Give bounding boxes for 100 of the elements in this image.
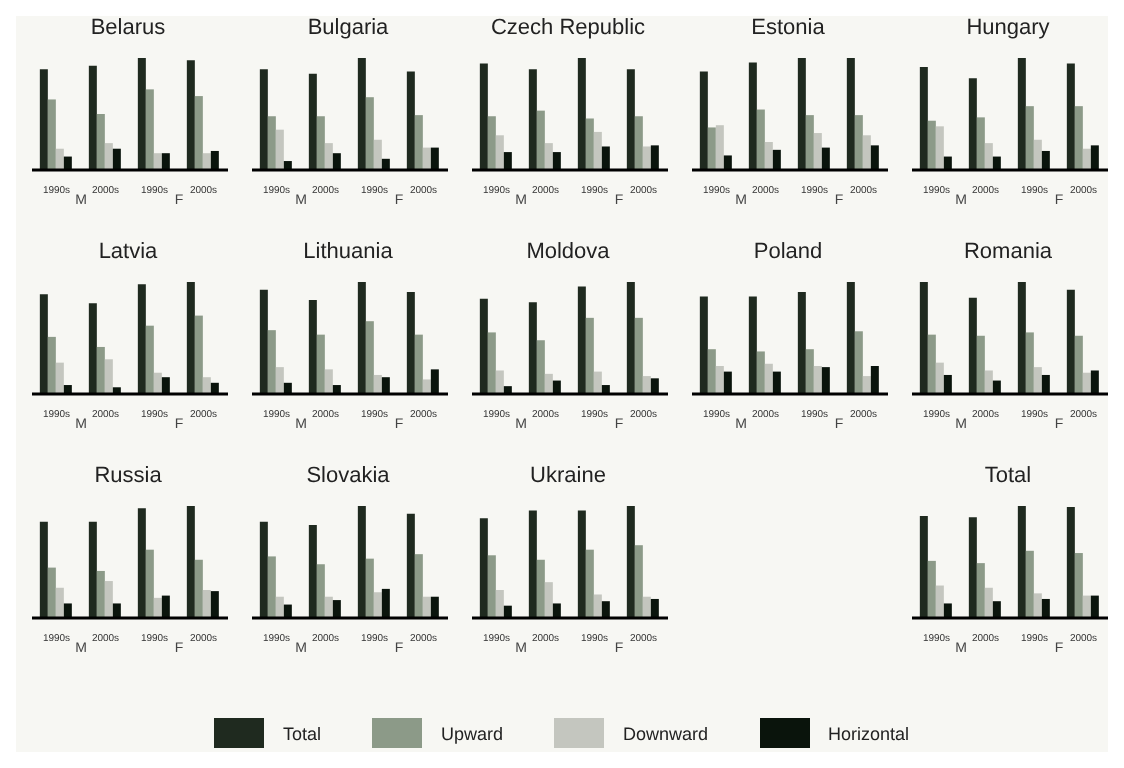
bar [805,115,814,170]
bar [308,73,317,170]
bar [536,559,545,618]
bar [805,349,814,394]
bar [1041,374,1050,394]
bar [153,372,162,394]
bar [422,379,431,394]
bar [544,143,553,170]
chart-title: Total [982,464,1034,492]
bar [984,370,993,394]
bar [943,603,952,618]
bar [1041,150,1050,170]
bar [1066,289,1075,394]
bar [528,302,537,394]
bar [1090,145,1099,170]
bar [593,371,602,394]
bar [194,96,203,170]
bar [650,598,659,618]
chart-title: Hungary [964,16,1052,44]
bar [324,143,333,170]
bar [601,601,610,618]
chart-title: Ukraine [528,464,608,492]
bar [275,129,284,170]
chart-title: Russia [92,464,164,492]
bar [324,369,333,394]
bar [55,362,64,394]
bar [259,521,268,618]
bar [275,367,284,394]
bar [846,282,855,394]
bar [854,331,863,394]
bar [984,143,993,170]
bar [1090,595,1099,618]
legend-label: Upward [440,723,503,743]
bar [1082,595,1091,618]
bar [316,564,325,618]
bar [39,294,48,394]
bar [764,142,773,170]
bar [1074,335,1083,394]
bar [854,115,863,170]
bar [528,510,537,618]
bar [797,58,806,170]
bar [194,315,203,394]
bar [104,143,113,170]
bar [1041,598,1050,618]
bar [96,346,105,394]
bar [47,567,56,618]
bar [422,147,431,170]
bar [772,371,781,394]
bar [642,596,651,618]
bar [1017,58,1026,170]
bar [870,145,879,170]
bar [577,510,586,618]
bar [495,135,504,170]
bar [373,374,382,394]
bar [1033,367,1042,394]
bar [984,587,993,618]
bar [601,146,610,170]
bar [479,298,488,394]
bar [145,549,154,618]
bar [992,601,1001,618]
bar [430,596,439,618]
bar [797,292,806,394]
bar [723,155,732,170]
bar [145,325,154,394]
bar [634,116,643,170]
bar [552,603,561,618]
bar [316,116,325,170]
bar [943,374,952,394]
bar [186,282,195,394]
bar [137,508,146,618]
bar [153,153,162,170]
bar [104,359,113,394]
bar [161,377,170,394]
bar [308,299,317,394]
bar [332,600,341,618]
bar [927,334,936,394]
bar [723,371,732,394]
bar [414,334,423,394]
bar [756,351,765,394]
bar [821,367,830,394]
bar [707,349,716,394]
bar [968,78,977,170]
bar [487,332,496,394]
bar [536,110,545,170]
bar [862,135,871,170]
bar [406,513,415,618]
bar [1090,370,1099,394]
bar [406,292,415,394]
bar [650,145,659,170]
bar [153,597,162,618]
bar [1025,106,1034,170]
chart-title: Latvia [96,240,160,268]
bar [47,336,56,394]
bar [919,66,928,170]
bar [161,153,170,170]
bar [715,125,724,170]
bar [1025,550,1034,618]
bar [210,150,219,170]
bar [267,556,276,618]
bar [63,603,72,618]
